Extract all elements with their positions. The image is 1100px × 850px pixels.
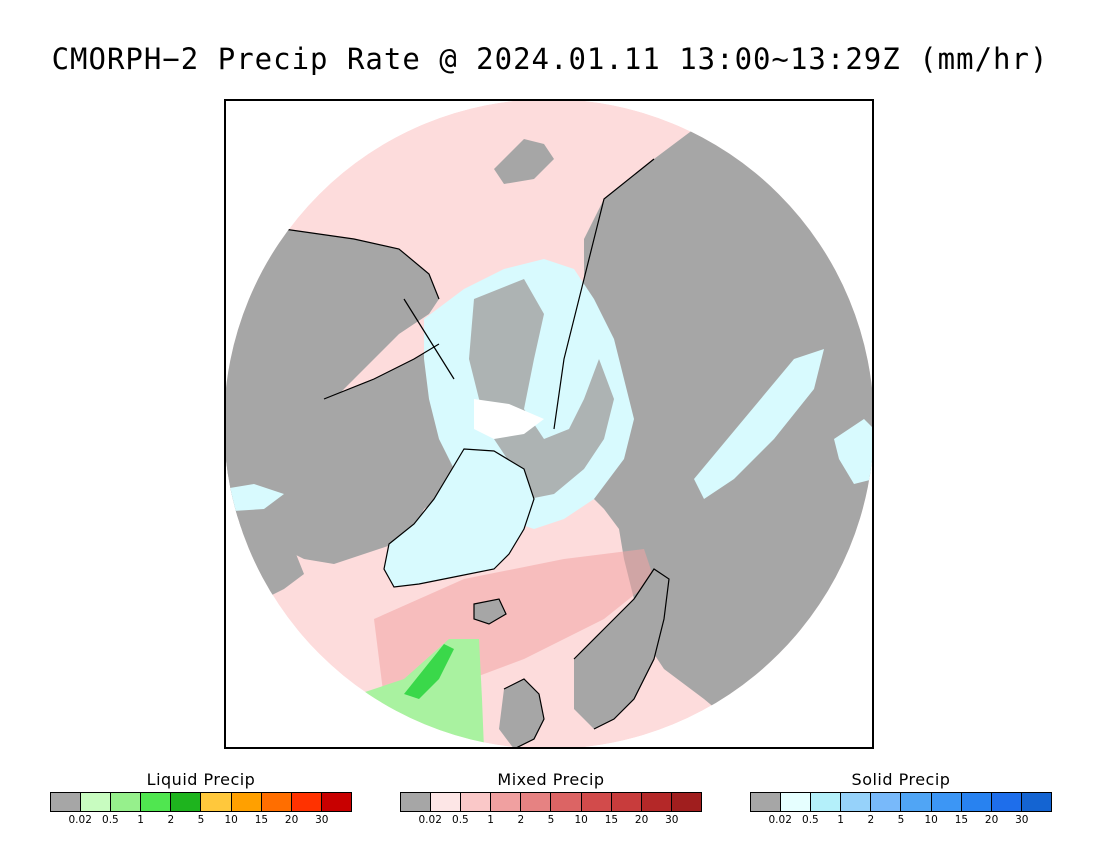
legend-tick-label: 1 — [137, 814, 144, 826]
legend-liquid-precip: Liquid Precip 0.02 0.5 1 2 5 10 15 20 30 — [50, 770, 352, 826]
legend-tick-label: 0.02 — [418, 814, 442, 826]
legend-swatch — [991, 793, 1022, 811]
legend-tick-label: 30 — [1015, 814, 1029, 826]
legend-tick-label: 5 — [547, 814, 555, 826]
legend-tick-label: 20 — [984, 814, 999, 826]
legend-tick-label: 1 — [487, 814, 494, 826]
legend-swatch — [51, 793, 82, 811]
legend-tick-label: 0.02 — [768, 814, 792, 826]
legend-ticks: 0.02 0.5 1 2 5 10 15 20 30 — [750, 812, 1052, 826]
legend-solid-precip: Solid Precip 0.02 0.5 1 2 5 10 15 20 30 — [750, 770, 1052, 826]
legend-tick-label: 0.5 — [102, 814, 119, 826]
legend-tick-label: 30 — [665, 814, 679, 826]
legend-tick-label: 2 — [517, 814, 525, 826]
legend-swatch — [641, 793, 672, 811]
arctic-no-precip-streaks — [469, 279, 614, 499]
liquid-precip-core — [404, 644, 454, 699]
legend-swatch — [401, 793, 432, 811]
legend-swatch — [201, 793, 232, 811]
siberia-solid-precip-band — [694, 349, 824, 499]
legend-swatch — [431, 793, 462, 811]
polar-precip-map — [224, 99, 874, 749]
legend-color-bar — [750, 792, 1052, 812]
legend-title: Mixed Precip — [497, 770, 605, 789]
legend-swatch — [461, 793, 492, 811]
legend-title: Solid Precip — [851, 770, 951, 789]
legend-ticks: 0.02 0.5 1 2 5 10 15 20 30 — [50, 812, 352, 826]
legend-swatch — [751, 793, 782, 811]
legend-tick-label: 5 — [197, 814, 205, 826]
legend-swatch — [901, 793, 932, 811]
legend-tick-label: 10 — [224, 814, 238, 826]
legend-swatch — [141, 793, 172, 811]
legend-swatch — [551, 793, 582, 811]
map-canvas — [226, 101, 872, 747]
legend-tick-label: 0.5 — [802, 814, 819, 826]
legend-swatch — [521, 793, 552, 811]
legend-tick-label: 15 — [954, 814, 969, 826]
legend-swatch — [871, 793, 902, 811]
legend-tick-label: 15 — [604, 814, 619, 826]
legend-tick-label: 30 — [315, 814, 329, 826]
alaska-solid-precip — [226, 484, 284, 511]
legend-title: Liquid Precip — [146, 770, 256, 789]
legend-tick-label: 2 — [867, 814, 875, 826]
legend-tick-label: 2 — [167, 814, 175, 826]
chart-title: CMORPH−2 Precip Rate @ 2024.01.11 13:00∼… — [51, 42, 1049, 76]
legend-swatch — [611, 793, 642, 811]
legend-swatch — [841, 793, 872, 811]
legend-tick-label: 1 — [837, 814, 844, 826]
legend-ticks: 0.02 0.5 1 2 5 10 15 20 30 — [400, 812, 702, 826]
legend-tick-label: 0.02 — [68, 814, 92, 826]
legend-swatch — [931, 793, 962, 811]
legend-swatch — [491, 793, 522, 811]
legend-swatch — [961, 793, 992, 811]
legend-swatch — [261, 793, 292, 811]
british-isles-land — [499, 679, 544, 747]
legend-color-bar — [400, 792, 702, 812]
iceland-land — [474, 599, 506, 624]
legend-swatch — [81, 793, 112, 811]
legend-tick-label: 10 — [574, 814, 588, 826]
legend-tick-label: 15 — [254, 814, 269, 826]
legend-swatch — [1021, 793, 1051, 811]
east-siberia-solid-precip — [834, 419, 872, 484]
chukotka-land — [494, 139, 554, 184]
legend-tick-label: 20 — [634, 814, 649, 826]
legend-color-bar — [50, 792, 352, 812]
legend-swatch — [111, 793, 142, 811]
legend-swatch — [171, 793, 202, 811]
scandinavia-land — [574, 569, 669, 729]
legend-mixed-precip: Mixed Precip 0.02 0.5 1 2 5 10 15 20 30 — [400, 770, 702, 826]
legend-tick-label: 10 — [924, 814, 938, 826]
legend-swatch — [291, 793, 322, 811]
legend-swatch — [231, 793, 262, 811]
legend-swatch — [581, 793, 612, 811]
legend-swatch — [321, 793, 351, 811]
greenland-solid-precip — [384, 449, 534, 587]
legend-swatch — [671, 793, 701, 811]
legend-tick-label: 5 — [897, 814, 905, 826]
legend-tick-label: 0.5 — [452, 814, 469, 826]
legend-swatch — [781, 793, 812, 811]
legend-tick-label: 20 — [284, 814, 299, 826]
pole-no-data — [474, 399, 544, 439]
legend-swatch — [811, 793, 842, 811]
